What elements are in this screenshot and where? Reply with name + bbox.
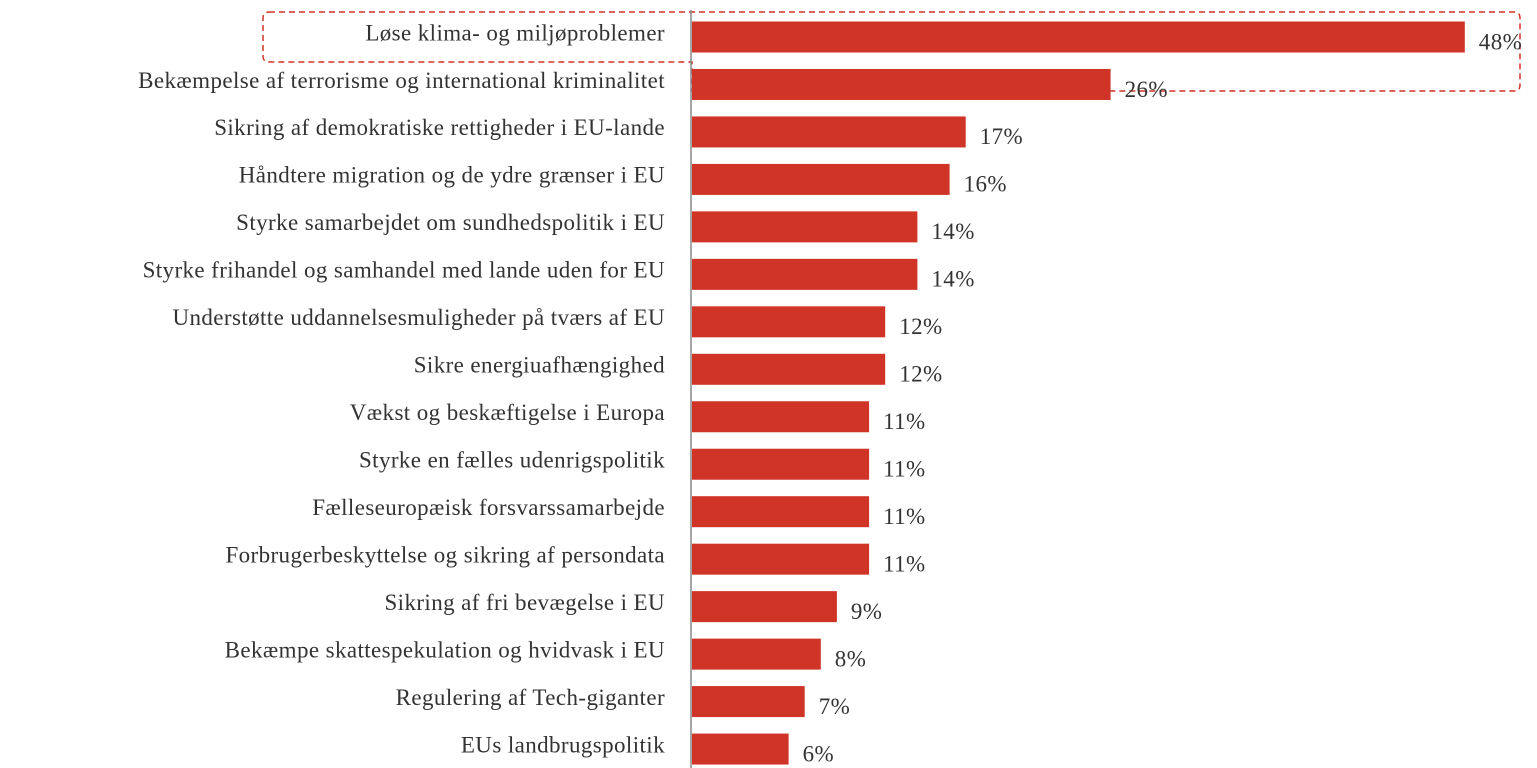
value-label: 12%: [899, 362, 942, 387]
category-label: Bekæmpelse af terrorisme og internationa…: [138, 68, 665, 93]
bar: [692, 733, 789, 765]
category-label: Regulering af Tech-giganter: [396, 685, 665, 710]
category-label: Sikre energiuafhængighed: [414, 353, 665, 378]
category-label: Løse klima- og miljøproblemer: [365, 20, 665, 45]
bar: [692, 21, 1465, 53]
bar: [692, 116, 966, 148]
bar: [692, 591, 837, 623]
value-label: 26%: [1125, 77, 1168, 102]
bar: [692, 258, 918, 290]
value-label: 16%: [964, 172, 1007, 197]
bar: [692, 496, 870, 528]
value-label: 7%: [819, 694, 850, 719]
bar: [692, 163, 950, 195]
bar: [692, 638, 821, 670]
category-label: Bekæmpe skattespekulation og hvidvask i …: [225, 637, 665, 662]
value-label: 11%: [883, 504, 926, 529]
category-label: EUs landbrugspolitik: [461, 732, 665, 757]
bar: [692, 211, 918, 243]
value-label: 48%: [1479, 29, 1522, 54]
bar: [692, 353, 886, 385]
value-label: 8%: [835, 646, 866, 671]
value-label: 14%: [931, 267, 974, 292]
value-label: 11%: [883, 409, 926, 434]
category-label: Sikring af demokratiske rettigheder i EU…: [214, 115, 665, 140]
category-label: Sikring af fri bevægelse i EU: [384, 590, 665, 615]
bar: [692, 543, 870, 575]
value-label: 12%: [899, 314, 942, 339]
value-label: 9%: [851, 599, 882, 624]
bar: [692, 686, 805, 718]
bar: [692, 68, 1111, 100]
value-label: 6%: [803, 741, 834, 766]
category-label: Fælleseuropæisk forsvarssamarbejde: [312, 495, 665, 520]
value-label: 17%: [980, 124, 1023, 149]
value-label: 11%: [883, 551, 926, 576]
bar: [692, 401, 870, 433]
category-label: Styrke samarbejdet om sundhedspolitik i …: [236, 210, 665, 235]
category-label: Understøtte uddannelsesmuligheder på tvæ…: [173, 305, 666, 330]
bar: [692, 448, 870, 480]
category-label: Styrke en fælles udenrigspolitik: [359, 448, 665, 473]
category-label: Styrke frihandel og samhandel med lande …: [143, 258, 665, 283]
category-label: Vækst og beskæftigelse i Europa: [350, 400, 665, 425]
value-label: 14%: [931, 219, 974, 244]
value-label: 11%: [883, 457, 926, 482]
bar: [692, 306, 886, 338]
category-label: Håndtere migration og de ydre grænser i …: [239, 163, 665, 188]
category-label: Forbrugerbeskyttelse og sikring af perso…: [225, 542, 665, 567]
